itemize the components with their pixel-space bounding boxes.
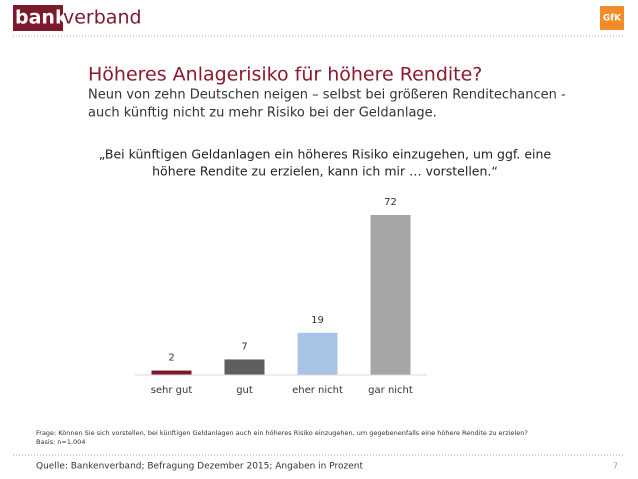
logo-box [13, 5, 63, 31]
subtitle: auch künftig nicht zu mehr Risiko bei de… [88, 106, 437, 121]
logo-right: verband [63, 7, 142, 29]
x-tick-label: eher nicht [292, 385, 343, 396]
value-label: 72 [384, 197, 397, 208]
title: Höheres Anlagerisiko für höhere Rendite? [88, 64, 482, 86]
value-label: 19 [311, 315, 324, 326]
value-label: 2 [168, 353, 174, 364]
value-label: 7 [241, 341, 247, 352]
x-tick-label: sehr gut [151, 385, 193, 396]
note: Basis: n=1.004 [36, 438, 85, 446]
quote: höhere Rendite zu erzielen, kann ich mir… [152, 164, 498, 179]
source: Quelle: Bankenverband; Befragung Dezembe… [36, 462, 363, 472]
brand: GfK [603, 14, 622, 24]
logo-left: banken [15, 7, 94, 29]
gfk-logo [600, 6, 624, 30]
bar [224, 359, 265, 375]
subtitle: Neun von zehn Deutschen neigen – selbst … [88, 88, 566, 103]
page-number: 7 [613, 462, 618, 471]
x-tick-label: gut [236, 385, 253, 396]
bar [297, 332, 338, 375]
x-tick-label: gar nicht [368, 385, 413, 396]
quote: „Bei künftigen Geldanlagen ein höheres R… [99, 147, 552, 162]
bar [370, 215, 411, 375]
note: Frage: Können Sie sich vorstellen, bei k… [36, 429, 528, 437]
bar [151, 370, 192, 375]
